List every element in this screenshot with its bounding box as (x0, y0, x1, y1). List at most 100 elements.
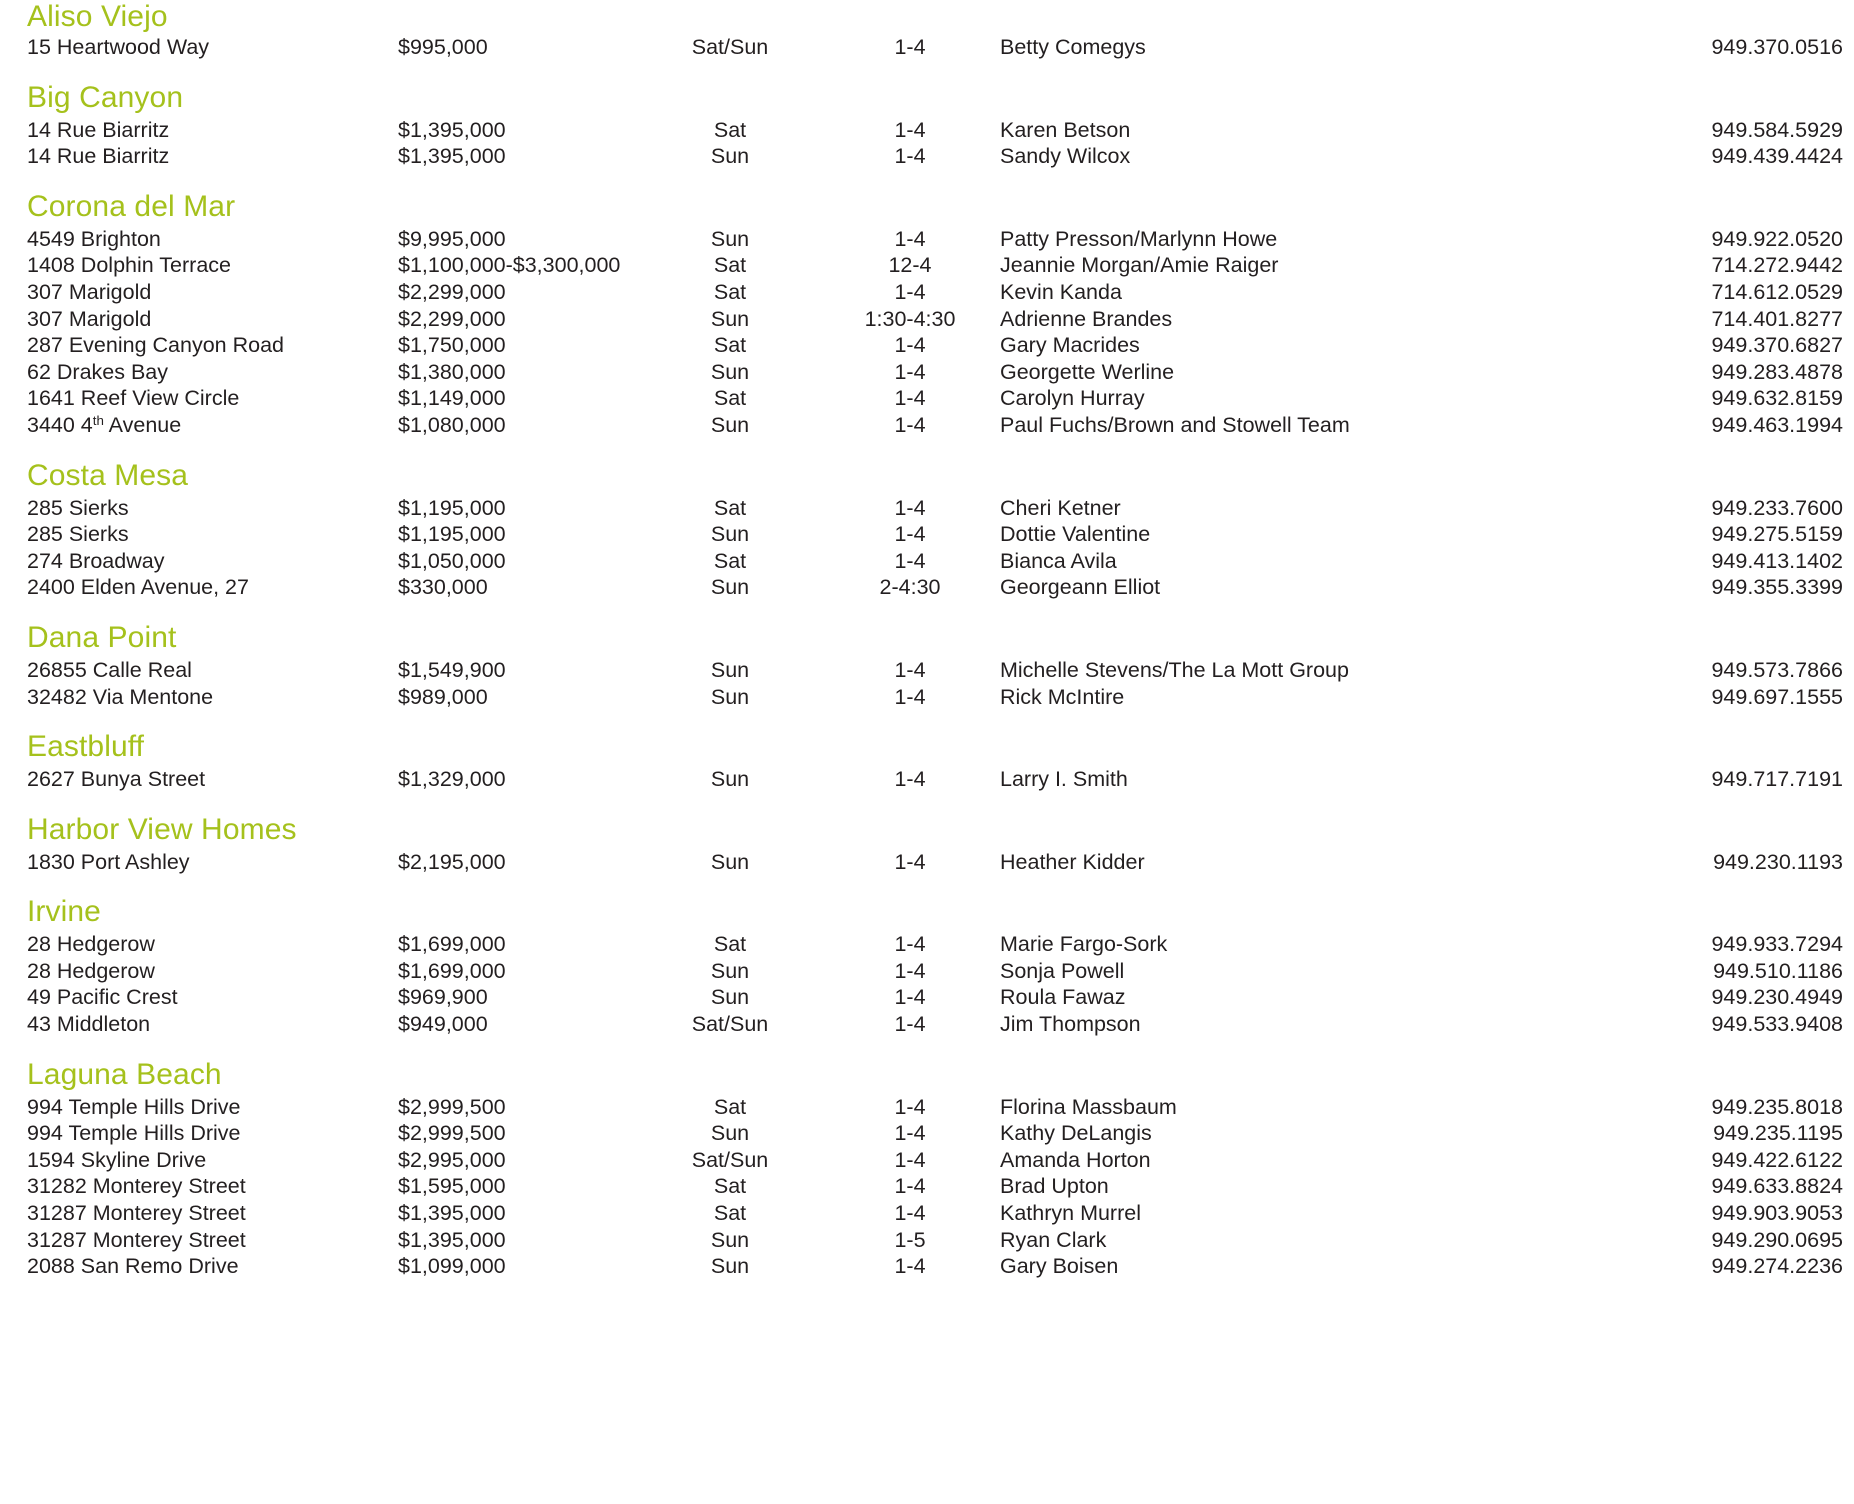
listing-address: 31287 Monterey Street (27, 1201, 246, 1226)
listing-row[interactable]: 31287 Monterey Street $1,395,000 Sun 1-5 Rya… (0, 1227, 1854, 1254)
listing-agent: Jeannie Morgan/Amie Raiger (1000, 253, 1279, 278)
listing-row[interactable]: 49 Pacific Crest $969,900 Sun 1-4 Roula Fawa… (0, 984, 1854, 1011)
listing-row[interactable]: 285 Sierks $1,195,000 Sun 1-4 Dottie Valenti… (0, 521, 1854, 548)
listing-row[interactable]: 274 Broadway $1,050,000 Sat 1-4 Bianca Avila… (0, 548, 1854, 575)
listing-days: Sun (710, 306, 750, 331)
listing-row[interactable]: 994 Temple Hills Drive $2,999,500 Sat 1-4 Fl… (0, 1094, 1854, 1121)
listing-price: $2,299,000 (398, 279, 506, 304)
listing-days: Sat (713, 495, 747, 520)
listing-address: 1408 Dolphin Terrace (27, 253, 231, 278)
listing-days: Sat/Sun (691, 35, 769, 59)
listing-price: $9,995,000 (398, 226, 506, 251)
listing-row[interactable]: 14 Rue Biarritz $1,395,000 Sat 1-4 Karen Bet… (0, 117, 1854, 144)
listing-days: Sat (713, 1201, 747, 1226)
listing-phone: 949.355.3399 (1711, 575, 1843, 600)
listing-row[interactable]: 31282 Monterey Street $1,595,000 Sat 1-4 Bra… (0, 1173, 1854, 1200)
section-heading: Big Canyon (27, 80, 184, 114)
listing-agent: Larry I. Smith (1000, 767, 1128, 792)
listing-days: Sat/Sun (691, 1147, 769, 1172)
listing-phone: 714.401.8277 (1711, 306, 1843, 331)
listing-row[interactable]: 1594 Skyline Drive $2,995,000 Sat/Sun 1-4 Am… (0, 1147, 1854, 1174)
listing-days: Sat (713, 1174, 747, 1199)
listing-rows: 285 Sierks $1,195,000 Sat 1-4 Cheri Ketner 94… (0, 495, 1854, 601)
section-heading: Aliso Viejo (27, 0, 168, 33)
listing-row[interactable]: 2627 Bunya Street $1,329,000 Sun 1-4 Larry I… (0, 766, 1854, 793)
listing-time: 1-4 (894, 1201, 926, 1226)
listing-days: Sat/Sun (691, 1012, 769, 1037)
address-number: 3440 4 (27, 412, 93, 437)
listing-agent: Georgeann Elliot (1000, 575, 1161, 600)
listing-row[interactable]: 1641 Reef View Circle $1,149,000 Sat 1-4 Car… (0, 385, 1854, 412)
listing-phone: 949.922.0520 (1711, 226, 1843, 251)
listing-phone: 949.717.7191 (1711, 767, 1843, 792)
listing-row[interactable]: 2088 San Remo Drive $1,099,000 Sun 1-4 Gary … (0, 1253, 1854, 1280)
listing-row[interactable]: 28 Hedgerow $1,699,000 Sat 1-4 Marie Fargo-S… (0, 931, 1854, 958)
listing-days: Sat (713, 548, 747, 573)
listing-days: Sat (713, 279, 747, 304)
section-heading: Harbor View Homes (27, 812, 297, 846)
listing-time: 12-4 (888, 253, 932, 278)
listing-row[interactable]: 307 Marigold $2,299,000 Sun 1:30-4:30 Adrien… (0, 306, 1854, 333)
listing-rows: 15 Heartwood Way $995,000 Sat/Sun 1-4 Betty … (0, 34, 1854, 61)
listing-phone: 949.283.4878 (1711, 359, 1843, 384)
listing-rows: 4549 Brighton $9,995,000 Sun 1-4 Patty Press… (0, 226, 1854, 439)
listing-time: 1-4 (894, 932, 926, 957)
listing-time: 1-5 (894, 1227, 926, 1252)
listing-agent: Cheri Ketner (1000, 495, 1121, 520)
listing-row[interactable]: 15 Heartwood Way $995,000 Sat/Sun 1-4 Betty … (0, 34, 1854, 61)
listing-time: 2-4:30 (879, 575, 941, 600)
listing-rows: 2627 Bunya Street $1,329,000 Sun 1-4 Larry I… (0, 766, 1854, 793)
listing-price: $1,329,000 (398, 767, 506, 792)
listing-price: $1,395,000 (398, 1201, 506, 1226)
listing-row[interactable]: 307 Marigold $2,299,000 Sat 1-4 Kevin Kanda 7… (0, 279, 1854, 306)
listing-row[interactable]: 1408 Dolphin Terrace $1,100,000-$3,300,00… (0, 252, 1854, 279)
listing-address: 26855 Calle Real (27, 657, 192, 682)
listing-address: 15 Heartwood Way (27, 35, 210, 59)
listing-time: 1-4 (894, 1254, 926, 1279)
listing-agent: Kevin Kanda (1000, 279, 1122, 304)
listing-price: $2,195,000 (398, 849, 506, 874)
listing-phone: 714.612.0529 (1711, 279, 1843, 304)
section-heading: Laguna Beach (27, 1057, 222, 1091)
listing-row[interactable]: 3440 4th Avenue $1,080,000 Sun 1-4 Paul Fuch… (0, 412, 1854, 439)
listing-row[interactable]: 285 Sierks $1,195,000 Sat 1-4 Cheri Ketner 94… (0, 495, 1854, 522)
listing-row[interactable]: 1830 Port Ashley $2,195,000 Sun 1-4 Heather … (0, 849, 1854, 876)
listing-row[interactable]: 62 Drakes Bay $1,380,000 Sun 1-4 Georgette W… (0, 359, 1854, 386)
listing-time: 1-4 (894, 1012, 926, 1037)
listing-price: $989,000 (398, 684, 488, 709)
listing-row[interactable]: 2400 Elden Avenue, 27 $330,000 Sun 2-4:30 Ge… (0, 574, 1854, 601)
listing-price: $1,750,000 (398, 333, 506, 358)
listing-row[interactable]: 4549 Brighton $9,995,000 Sun 1-4 Patty Press… (0, 226, 1854, 253)
listing-agent: Paul Fuchs/Brown and Stowell Team (1000, 412, 1350, 437)
listing-time: 1:30-4:30 (864, 306, 956, 331)
listing-phone: 949.274.2236 (1711, 1254, 1843, 1279)
listing-phone: 949.439.4424 (1711, 144, 1843, 169)
listing-row[interactable]: 28 Hedgerow $1,699,000 Sun 1-4 Sonja Powell 9… (0, 958, 1854, 985)
listing-time: 1-4 (894, 849, 926, 874)
listing-row[interactable]: 287 Evening Canyon Road $1,750,000 Sat 1-4 G… (0, 332, 1854, 359)
listing-agent: Gary Macrides (1000, 333, 1140, 358)
section-heading: Eastbluff (27, 730, 145, 764)
listing-phone: 949.230.1193 (1713, 849, 1843, 874)
listing-phone: 949.697.1555 (1711, 684, 1843, 709)
listing-time: 1-4 (894, 279, 926, 304)
listing-agent: Adrienne Brandes (1000, 306, 1173, 331)
listing-days: Sun (710, 684, 750, 709)
listing-row[interactable]: 14 Rue Biarritz $1,395,000 Sun 1-4 Sandy Wil… (0, 143, 1854, 170)
listing-row[interactable]: 32482 Via Mentone $989,000 Sun 1-4 Rick McIn… (0, 684, 1854, 711)
listing-row[interactable]: 994 Temple Hills Drive $2,999,500 Sun 1-4 Ka… (0, 1120, 1854, 1147)
listing-rows: 26855 Calle Real $1,549,900 Sun 1-4 Michelle… (0, 657, 1854, 710)
listing-phone: 949.573.7866 (1711, 657, 1843, 682)
section-aliso-viejo: Aliso Viejo 15 Heartwood Way $995,000 Sat/S… (0, 0, 1854, 61)
listing-price: $1,699,000 (398, 958, 506, 983)
listing-price: $1,395,000 (398, 117, 506, 142)
listing-price: $1,380,000 (398, 359, 506, 384)
listing-sections: Aliso Viejo 15 Heartwood Way $995,000 Sat/S… (0, 0, 1854, 1280)
listing-row[interactable]: 43 Middleton $949,000 Sat/Sun 1-4 Jim Thomps… (0, 1011, 1854, 1038)
listing-row[interactable]: 31287 Monterey Street $1,395,000 Sat 1-4 Kat… (0, 1200, 1854, 1227)
listing-address: 1641 Reef View Circle (27, 386, 240, 411)
listing-phone: 949.903.9053 (1711, 1201, 1843, 1226)
listing-row[interactable]: 26855 Calle Real $1,549,900 Sun 1-4 Michelle… (0, 657, 1854, 684)
listing-phone: 949.632.8159 (1711, 386, 1843, 411)
